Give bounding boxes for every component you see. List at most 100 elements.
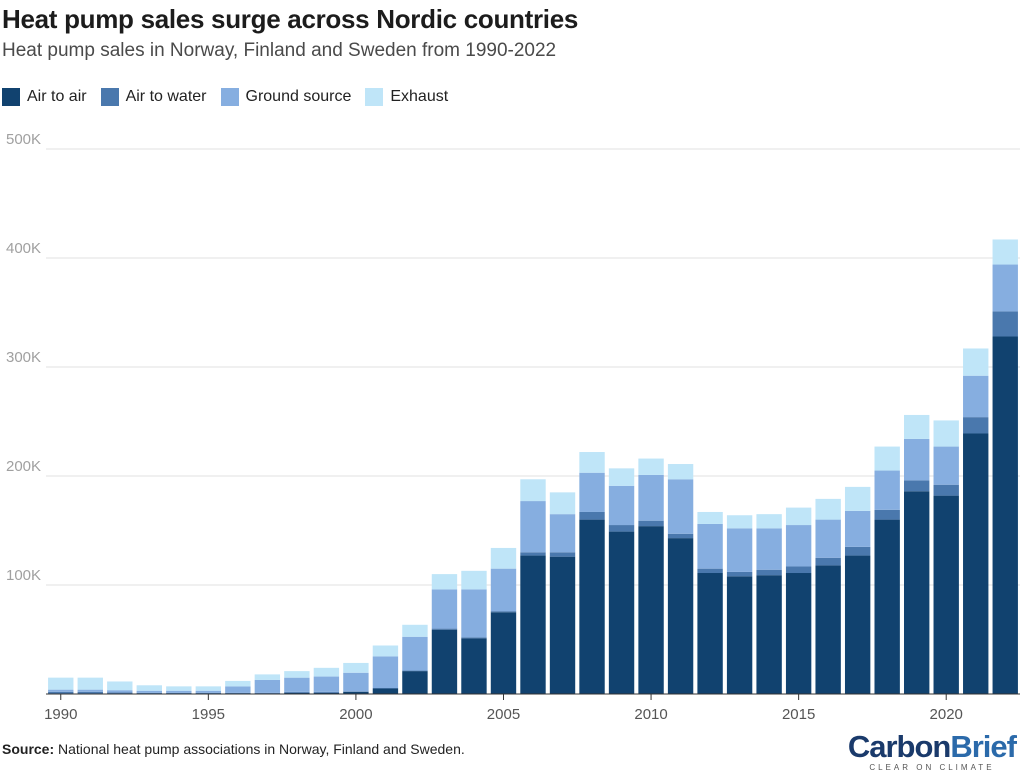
carbon-brief-logo: CarbonBrief CLEAR ON CLIMATE: [847, 729, 1017, 773]
bar-segment-ground-source: [136, 690, 162, 693]
bar-segment-ground-source: [874, 470, 900, 510]
bar-segment-exhaust: [697, 511, 723, 524]
logo-part2: Brief: [950, 729, 1017, 764]
bar-segment-air-to-water: [225, 692, 251, 694]
bar-segment-exhaust: [549, 492, 576, 515]
bar-segment-ground-source: [904, 438, 930, 481]
bar-segment-air-to-air: [933, 495, 959, 694]
x-tick-label: 2020: [930, 706, 963, 723]
bar-segment-air-to-air: [549, 556, 576, 694]
x-tick-label: 1995: [192, 706, 225, 723]
bar-segment-air-to-air: [372, 688, 399, 694]
logo-part1: Carbon: [847, 729, 951, 764]
bar-segment-air-to-water: [490, 611, 517, 613]
y-tick-label: 100K: [6, 567, 41, 584]
bar-segment-air-to-air: [815, 565, 841, 694]
bar-segment-air-to-water: [549, 552, 576, 557]
bar-segment-exhaust: [904, 414, 930, 439]
bar-segment-exhaust: [254, 674, 281, 680]
bar-segment-exhaust: [343, 662, 369, 673]
bar-segment-ground-source: [490, 568, 517, 612]
bar-segment-air-to-air: [520, 555, 546, 694]
bar-segment-air-to-water: [904, 480, 930, 492]
bar-segment-air-to-water: [933, 484, 959, 496]
chart-subtitle: Heat pump sales in Norway, Finland and S…: [2, 40, 557, 61]
bar-segment-exhaust: [431, 574, 458, 590]
bar-segment-ground-source: [48, 689, 74, 692]
bar-segment-exhaust: [195, 686, 222, 691]
bar-segment-exhaust: [48, 677, 74, 690]
bar-segment-ground-source: [844, 510, 871, 547]
bar-segment-exhaust: [933, 420, 959, 447]
bar-segment-exhaust: [579, 452, 605, 473]
bar-segment-air-to-air: [431, 629, 458, 694]
y-tick-label: 400K: [6, 240, 41, 257]
bar-segment-air-to-air: [608, 531, 635, 694]
bar-segment-air-to-air: [490, 612, 517, 694]
bar-segment-air-to-water: [431, 628, 458, 630]
bar-segment-air-to-water: [254, 692, 281, 694]
bar-segment-air-to-air: [313, 692, 340, 694]
bar-segment-air-to-water: [372, 688, 399, 689]
legend-item-exhaust: Exhaust: [365, 88, 448, 106]
bar-segment-ground-source: [815, 519, 841, 558]
legend-item-air-to-air: Air to air: [2, 88, 87, 106]
bar-segment-exhaust: [402, 624, 428, 637]
legend-item-ground-source: Ground source: [220, 88, 351, 106]
bar-segment-exhaust: [166, 686, 192, 691]
bar-segment-air-to-water: [815, 557, 841, 566]
source-note: Source: National heat pump associations …: [2, 741, 465, 757]
bar-segment-air-to-air: [284, 692, 310, 694]
bar-segment-air-to-water: [992, 311, 1018, 337]
bar-segment-exhaust: [608, 468, 635, 486]
bar-segment-ground-source: [667, 479, 694, 534]
bar-segment-ground-source: [461, 589, 487, 638]
bar-segment-ground-source: [313, 676, 340, 692]
legend-label: Air to water: [125, 88, 207, 105]
bar-segment-air-to-air: [874, 519, 900, 694]
bar-segment-air-to-air: [667, 538, 694, 694]
bar-segment-exhaust: [461, 570, 487, 590]
bar-segment-exhaust: [992, 239, 1018, 265]
bar-segment-air-to-air: [638, 526, 664, 694]
bar-segment-ground-source: [254, 679, 281, 693]
bar-segment-air-to-water: [195, 692, 222, 694]
legend-swatch: [2, 88, 20, 106]
bar-segment-air-to-water: [284, 691, 310, 693]
bar-segment-exhaust: [107, 681, 133, 691]
bar-segment-exhaust: [667, 464, 694, 480]
bar-segment-ground-source: [77, 689, 103, 692]
bar-segment-exhaust: [756, 514, 782, 529]
bar-segment-exhaust: [638, 458, 664, 475]
x-tick-label: 2005: [487, 706, 520, 723]
legend-swatch: [365, 88, 384, 106]
legend-label: Exhaust: [390, 88, 449, 105]
bar-segment-air-to-water: [520, 552, 546, 556]
bar-segment-ground-source: [726, 528, 753, 572]
bar-segment-ground-source: [107, 690, 133, 693]
bar-segment-ground-source: [579, 472, 605, 512]
logo-wordmark: CarbonBrief: [847, 729, 1017, 764]
bar-segment-air-to-water: [166, 692, 192, 694]
legend-label: Air to air: [27, 88, 87, 105]
bar-segment-air-to-air: [697, 573, 723, 694]
source-text: National heat pump associations in Norwa…: [54, 741, 465, 757]
bar-segment-air-to-water: [343, 691, 369, 692]
bar-segment-air-to-air: [343, 691, 369, 694]
legend-item-air-to-water: Air to water: [100, 88, 207, 106]
bar-segment-exhaust: [520, 479, 546, 502]
bar-segment-air-to-water: [874, 509, 900, 520]
bar-segment-air-to-water: [461, 637, 487, 639]
x-tick-label: 2015: [782, 706, 815, 723]
bar-segment-air-to-air: [904, 491, 930, 694]
bar-segment-air-to-water: [107, 692, 133, 694]
x-tick-label: 1990: [44, 706, 77, 723]
bar-segment-ground-source: [431, 589, 458, 629]
bar-segment-exhaust: [726, 515, 753, 529]
y-tick-label: 300K: [6, 349, 41, 366]
bar-segment-exhaust: [77, 677, 103, 690]
bar-segment-ground-source: [284, 677, 310, 692]
bar-segment-air-to-water: [638, 520, 664, 527]
bar-segment-ground-source: [195, 690, 222, 693]
bar-segment-ground-source: [963, 375, 989, 418]
